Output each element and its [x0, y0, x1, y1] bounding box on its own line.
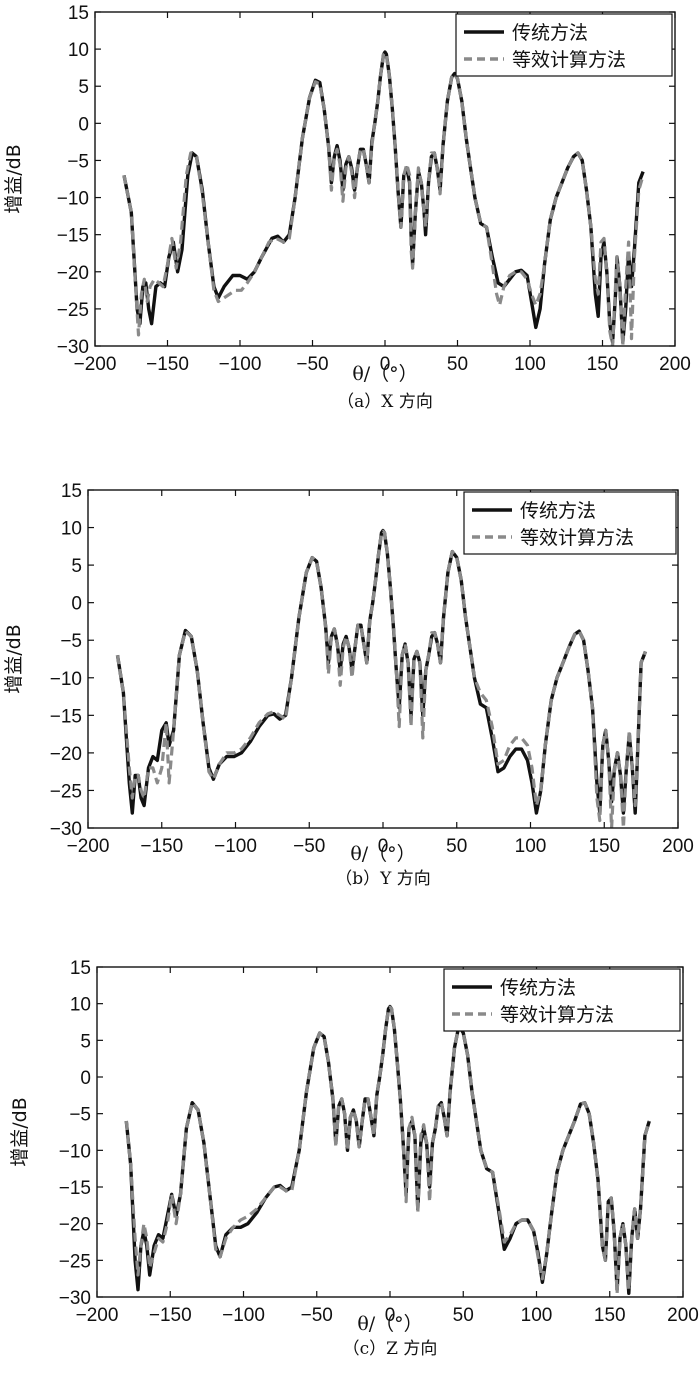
- x-tick-label: 100: [514, 354, 546, 375]
- y-axis-label: 增益/dB: [3, 144, 25, 214]
- chart-caption: （b）Y 方向: [335, 869, 431, 889]
- x-tick-label: −100: [214, 836, 257, 857]
- x-tick-label: −50: [296, 354, 328, 375]
- x-tick-label: −100: [222, 1305, 265, 1326]
- series-line-1: [115, 529, 647, 828]
- y-tick-label: −5: [67, 151, 89, 172]
- x-tick-label: −150: [140, 836, 183, 857]
- legend-label: 传统方法: [520, 500, 596, 522]
- y-tick-label: −15: [57, 226, 89, 247]
- legend-box: [443, 968, 681, 1032]
- x-tick-label: 200: [667, 1305, 699, 1326]
- y-tick-label: −30: [57, 337, 89, 358]
- x-tick-label: −150: [146, 354, 189, 375]
- y-tick-label: −10: [50, 669, 82, 690]
- y-tick-label: 15: [61, 481, 82, 502]
- x-tick-label: −200: [74, 354, 117, 375]
- chart-panel-y: −200 −150 −100 −50 0 50 100 150 200 15 10 5 0 −5 −10 −1…: [0, 478, 700, 908]
- x-tick-label: 150: [587, 354, 619, 375]
- x-tick-label: −100: [219, 354, 262, 375]
- y-tick-label: −20: [50, 744, 82, 765]
- y-tick-label: 5: [71, 556, 82, 577]
- chart-caption: （c）Z 方向: [343, 1339, 438, 1359]
- chart-y-direction: −200 −150 −100 −50 0 50 100 150 200151050−5−10−1…: [3, 481, 694, 889]
- y-tick-label: 15: [68, 3, 89, 24]
- x-tick-label: 50: [446, 836, 467, 857]
- legend-label: 等效计算方法: [500, 1004, 614, 1026]
- y-tick-label: −30: [59, 1288, 91, 1309]
- x-tick-label: 0: [380, 354, 391, 375]
- y-tick-label: −25: [59, 1251, 91, 1272]
- chart-panel-z: −200 −150 −100 −50 0 50 100 150 200 15 10 5 0 −5 −10 −1…: [0, 955, 700, 1380]
- chart-x-direction: −200 −150 −100 −50 0 50 100 150 200151050−5−10−1…: [3, 3, 691, 412]
- y-tick-label: −30: [50, 819, 82, 840]
- y-tick-label: −10: [57, 189, 89, 210]
- y-tick-label: −20: [57, 263, 89, 284]
- x-tick-label: 0: [378, 836, 389, 857]
- x-tick-label: −150: [149, 1305, 192, 1326]
- x-tick-label: 150: [594, 1305, 626, 1326]
- x-tick-label: −200: [76, 1305, 119, 1326]
- x-tick-label: −200: [67, 836, 110, 857]
- legend-label: 传统方法: [512, 22, 588, 44]
- y-tick-label: 0: [78, 114, 89, 135]
- x-tick-label: 50: [453, 1305, 474, 1326]
- plot-area: [124, 1004, 651, 1295]
- y-tick-label: 10: [61, 519, 82, 540]
- plot-area: [122, 50, 645, 346]
- x-tick-label: −50: [293, 836, 325, 857]
- x-axis-label: θ/（°）: [350, 843, 415, 865]
- x-tick-label: 200: [662, 836, 694, 857]
- y-axis-label: 增益/dB: [9, 1097, 31, 1167]
- y-tick-label: −15: [50, 706, 82, 727]
- x-tick-label: 200: [659, 354, 691, 375]
- x-tick-label: 50: [447, 354, 468, 375]
- y-tick-label: −25: [57, 300, 89, 321]
- y-tick-label: 0: [80, 1068, 91, 1089]
- x-tick-label: 100: [521, 1305, 553, 1326]
- x-tick-label: 0: [385, 1305, 396, 1326]
- x-axis-label: θ/（°）: [352, 363, 417, 385]
- y-tick-label: 10: [70, 995, 91, 1016]
- chart-z-direction: −200 −150 −100 −50 0 50 100 150 200151050−5−10−1…: [9, 958, 699, 1359]
- legend-box: [463, 491, 677, 555]
- y-tick-label: −15: [59, 1178, 91, 1199]
- chart-panel-x: −200 −150 −100 −50 0 50 100 150 200 15 10 5 0 −5 −10 −1…: [0, 0, 700, 455]
- x-axis-label: θ/（°）: [357, 1313, 422, 1335]
- y-axis-label: 增益/dB: [3, 624, 25, 694]
- y-tick-label: 5: [80, 1031, 91, 1052]
- y-tick-label: −20: [59, 1215, 91, 1236]
- series-line-1: [124, 1005, 651, 1295]
- y-tick-label: 10: [68, 40, 89, 61]
- legend-label: 等效计算方法: [520, 527, 634, 549]
- y-tick-label: 5: [78, 77, 89, 98]
- chart-caption: （a）X 方向: [337, 392, 433, 412]
- series-line-0: [122, 50, 645, 344]
- x-tick-label: 100: [515, 836, 547, 857]
- y-tick-label: −5: [69, 1105, 91, 1126]
- y-tick-label: −10: [59, 1141, 91, 1162]
- legend-label: 传统方法: [500, 977, 576, 999]
- x-tick-label: 150: [588, 836, 620, 857]
- plot-area: [115, 528, 648, 828]
- series-line-1: [122, 51, 645, 346]
- y-tick-label: 0: [71, 594, 82, 615]
- y-tick-label: −5: [60, 631, 82, 652]
- y-tick-label: −25: [50, 781, 82, 802]
- x-tick-label: −50: [301, 1305, 333, 1326]
- legend-box: [455, 13, 673, 77]
- y-tick-label: 15: [70, 958, 91, 979]
- legend-label: 等效计算方法: [512, 49, 626, 71]
